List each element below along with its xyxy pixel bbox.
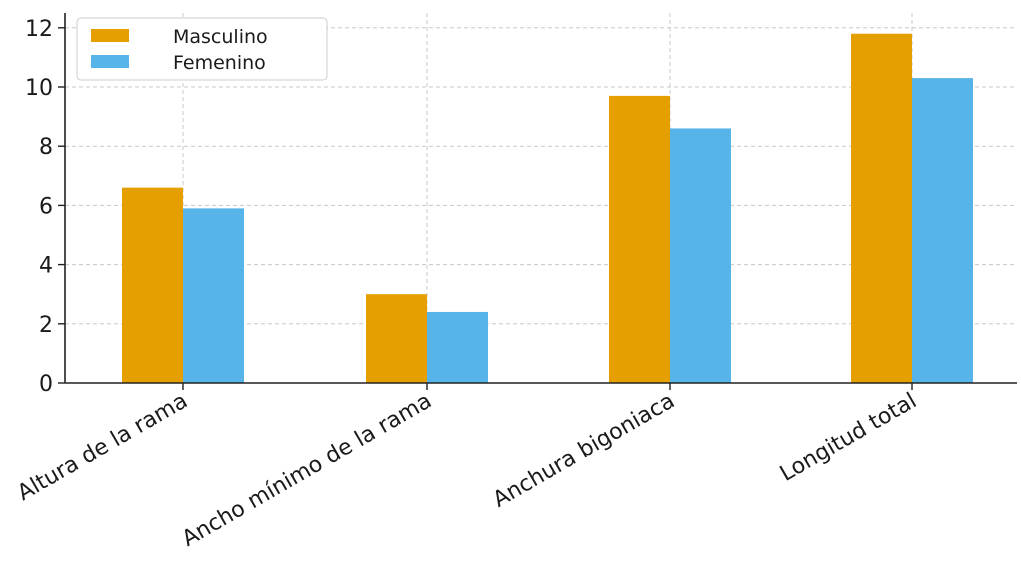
legend: Masculino Femenino: [76, 17, 328, 81]
bar-femenino-4: [912, 78, 973, 384]
y-tick-label: 4: [39, 254, 53, 279]
legend-swatch-masculino: [91, 29, 129, 42]
y-tick-label: 10: [25, 76, 53, 101]
bar-femenino-2: [427, 311, 488, 383]
legend-box: [76, 17, 328, 81]
bar-masculino-2: [366, 294, 427, 383]
x-tick-label: Altura de la rama: [13, 389, 192, 507]
x-tick-label: Ancho mínimo de la rama: [178, 389, 436, 552]
y-tick-label: 0: [39, 372, 53, 397]
bar-masculino-3: [609, 95, 670, 383]
legend-label-femenino: Femenino: [173, 52, 266, 74]
bar-femenino-3: [670, 128, 731, 383]
y-tick-label: 8: [39, 135, 53, 160]
y-axis-ticks: 0 2 4 6 8 10 12: [25, 17, 65, 397]
y-tick-label: 6: [39, 194, 53, 219]
bar-masculino-1: [122, 187, 183, 383]
axes: [64, 13, 1017, 384]
bar-femenino-1: [183, 208, 244, 383]
bars: [122, 33, 973, 384]
y-tick-label: 2: [39, 313, 53, 338]
legend-label-masculino: Masculino: [173, 26, 268, 48]
legend-swatch-femenino: [91, 55, 129, 68]
y-tick-label: 12: [25, 17, 53, 42]
x-tick-label: Anchura bigoniaca: [489, 389, 679, 513]
x-tick-label: Longitud total: [776, 389, 921, 487]
bar-masculino-4: [851, 33, 912, 383]
